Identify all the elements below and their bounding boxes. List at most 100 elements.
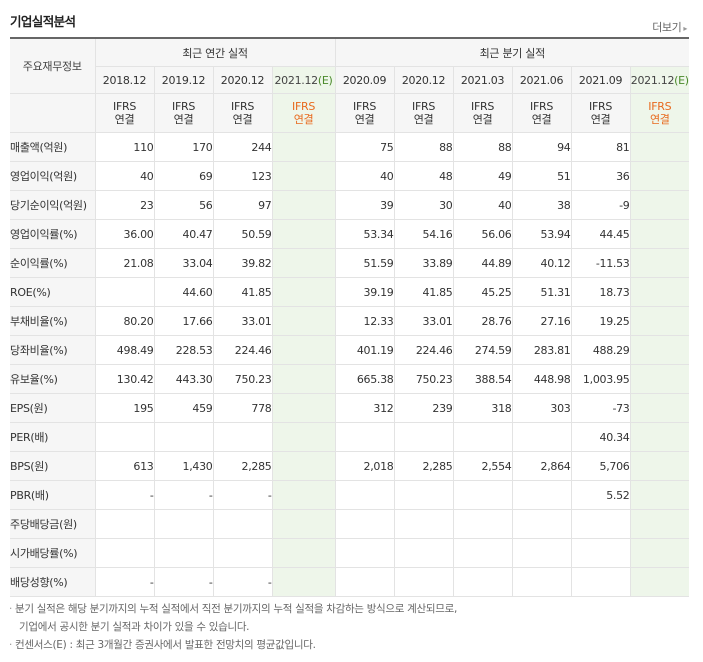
table-row: 배당성향(%) - - - [10, 567, 690, 597]
basis-header: IFRS 연결 [393, 93, 454, 133]
period-header: 2021.03 [452, 66, 513, 94]
value-cell: 170 [153, 132, 214, 162]
value-cell: 33.04 [153, 248, 214, 278]
value-cell [271, 480, 336, 510]
footnote-quarterly-cont: 기업에서 공시한 분기 실적과 차이가 있을 수 있습니다. [19, 621, 250, 633]
section-title: 기업실적분석 [10, 14, 76, 29]
period-header: 2020.12 [212, 66, 273, 94]
row-label: PER(배) [10, 422, 96, 452]
value-cell: -9 [570, 190, 631, 220]
value-cell [511, 422, 572, 452]
value-cell: 56.06 [452, 219, 513, 249]
value-cell: 44.89 [452, 248, 513, 278]
value-cell: 195 [94, 393, 155, 423]
value-cell [629, 277, 690, 307]
value-cell [271, 277, 336, 307]
value-cell [334, 422, 395, 452]
value-cell: - [94, 567, 155, 597]
value-cell [271, 509, 336, 539]
value-cell: 18.73 [570, 277, 631, 307]
value-cell: 88 [452, 132, 513, 162]
value-cell [393, 422, 454, 452]
row-label: 시가배당률(%) [10, 538, 96, 568]
value-cell: 53.34 [334, 219, 395, 249]
table-row: 부채비율(%) 80.20 17.66 33.01 12.33 33.01 28.76 27.… [10, 306, 690, 336]
basis-label-blank [10, 93, 96, 133]
value-cell [452, 538, 513, 568]
more-link[interactable]: 더보기 ▸ [652, 19, 687, 35]
value-cell: 401.19 [334, 335, 395, 365]
value-cell [570, 567, 631, 597]
value-cell [393, 509, 454, 539]
value-cell: 75 [334, 132, 395, 162]
table-row: 당기순이익(억원) 23 56 97 39 30 40 38 -9 [10, 190, 690, 220]
quarter-group-header: 최근 분기 실적 [334, 37, 690, 67]
value-cell [271, 161, 336, 191]
more-link-label[interactable]: 더보기 [652, 21, 682, 34]
table-row: EPS(원) 195 459 778 312 239 318 303 -73 [10, 393, 690, 423]
value-cell: 39.82 [212, 248, 273, 278]
value-cell [393, 538, 454, 568]
value-cell: 778 [212, 393, 273, 423]
value-cell [94, 277, 155, 307]
basis-header: IFRS 연결 [271, 93, 336, 133]
basis-header: IFRS 연결 [570, 93, 631, 133]
value-cell: 80.20 [94, 306, 155, 336]
row-label: 매출액(억원) [10, 132, 96, 162]
value-cell: 40 [94, 161, 155, 191]
value-cell [271, 248, 336, 278]
row-label: PBR(배) [10, 480, 96, 510]
table-row: ROE(%) 44.60 41.85 39.19 41.85 45.25 51.31 18.7… [10, 277, 690, 307]
row-label: 순이익률(%) [10, 248, 96, 278]
row-label: 배당성향(%) [10, 567, 96, 597]
row-label: 당좌비율(%) [10, 335, 96, 365]
value-cell [334, 509, 395, 539]
period-header: 2018.12 [95, 66, 155, 94]
value-cell [570, 509, 631, 539]
value-cell [629, 190, 690, 220]
value-cell [452, 422, 513, 452]
table-row: 당좌비율(%) 498.49 228.53 224.46 401.19 224.46 274… [10, 335, 690, 365]
value-cell: 244 [212, 132, 273, 162]
value-cell [629, 132, 690, 162]
table-row: 순이익률(%) 21.08 33.04 39.82 51.59 33.89 44.89 40.… [10, 248, 690, 278]
value-cell: 123 [212, 161, 273, 191]
value-cell [271, 393, 336, 423]
basis-header: IFRS 연결 [511, 93, 572, 133]
basis-header: IFRS 연결 [212, 93, 273, 133]
value-cell: 54.16 [393, 219, 454, 249]
value-cell: 40.34 [570, 422, 631, 452]
value-cell: 88 [393, 132, 454, 162]
value-cell [629, 451, 690, 481]
value-cell: 17.66 [153, 306, 214, 336]
value-cell: 38 [511, 190, 572, 220]
value-cell [212, 538, 273, 568]
basis-header: IFRS 연결 [153, 93, 214, 133]
value-cell [153, 509, 214, 539]
value-cell: 2,018 [334, 451, 395, 481]
value-cell: 51 [511, 161, 572, 191]
value-cell: 39.19 [334, 277, 395, 307]
value-cell [629, 364, 690, 394]
footnotes: · 분기 실적은 해당 분기까지의 누적 실적에서 직전 분기까지의 누적 실적을… [9, 600, 457, 654]
row-label: 영업이익(억원) [10, 161, 96, 191]
value-cell: 1,003.95 [570, 364, 631, 394]
row-label: 부채비율(%) [10, 306, 96, 336]
value-cell: 283.81 [511, 335, 572, 365]
value-cell: 45.25 [452, 277, 513, 307]
value-cell: 750.23 [212, 364, 273, 394]
value-cell [511, 567, 572, 597]
value-cell: 40.12 [511, 248, 572, 278]
value-cell [393, 567, 454, 597]
table-row: BPS(원) 613 1,430 2,285 2,018 2,285 2,554 2,864 5… [10, 451, 690, 481]
value-cell [271, 306, 336, 336]
value-cell: 12.33 [334, 306, 395, 336]
value-cell: - [153, 480, 214, 510]
value-cell: 224.46 [393, 335, 454, 365]
value-cell: 51.59 [334, 248, 395, 278]
value-cell: 448.98 [511, 364, 572, 394]
value-cell: 498.49 [94, 335, 155, 365]
value-cell: 30 [393, 190, 454, 220]
value-cell: 443.30 [153, 364, 214, 394]
